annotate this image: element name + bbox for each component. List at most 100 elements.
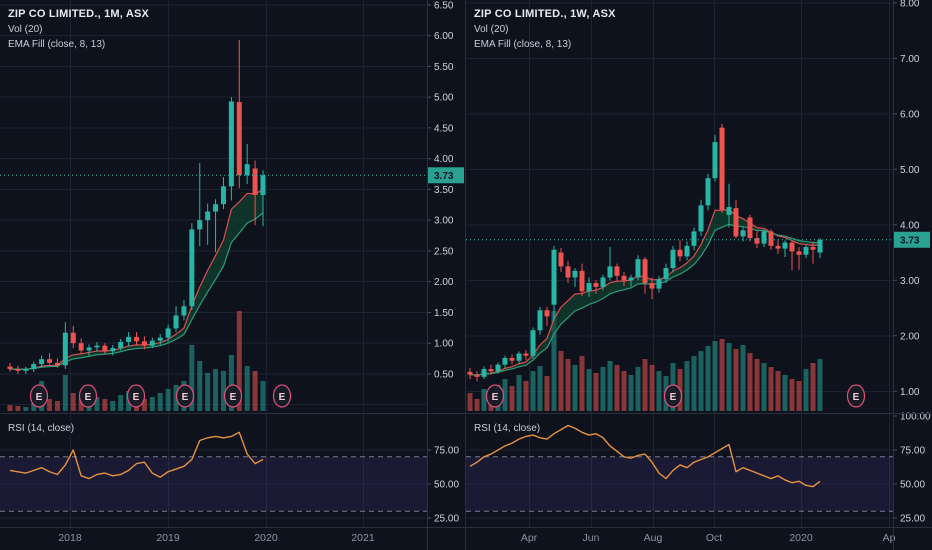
- volume-bar: [149, 397, 155, 411]
- volume-bar: [628, 375, 634, 411]
- earnings-letter: E: [230, 392, 237, 403]
- earnings-marker[interactable]: E: [223, 384, 243, 408]
- candle: [747, 217, 753, 239]
- candle: [47, 359, 53, 363]
- indicator-rsi-monthly[interactable]: RSI (14, close): [8, 423, 75, 434]
- candle: [803, 246, 809, 255]
- rsi-tick-label: 50.00: [434, 480, 459, 491]
- candle: [118, 341, 124, 349]
- volume-bar: [228, 355, 234, 411]
- earnings-circle[interactable]: [223, 384, 243, 408]
- candle: [205, 211, 211, 221]
- rsi-tick-label: 25.00: [900, 514, 925, 525]
- svg-text:3.73: 3.73: [434, 171, 454, 182]
- time-tick-label: 2019: [156, 532, 180, 544]
- volume-bar: [118, 395, 124, 411]
- candle: [102, 345, 108, 352]
- volume-bar: [593, 373, 599, 411]
- price-tick-label: 1.50: [434, 308, 454, 319]
- volume-bar: [260, 381, 266, 411]
- price-tick-label: 8.00: [900, 0, 920, 9]
- volume-bar: [213, 369, 219, 411]
- earnings-circle[interactable]: [175, 384, 195, 408]
- volume-bar: [761, 363, 767, 411]
- indicator-ema-fill-weekly[interactable]: EMA Fill (close, 8, 13): [474, 39, 572, 50]
- candle: [649, 283, 655, 289]
- volume-bar: [70, 393, 76, 411]
- price-axis[interactable]: 6.50 6.00 5.50 5.00 4.50 4.00 3.50 3.00 2.50 2.00…: [427, 0, 459, 525]
- time-axis[interactable]: 2018 2019 2020 2021: [58, 532, 375, 544]
- earnings-circle[interactable]: [272, 384, 292, 408]
- candle: [110, 348, 116, 352]
- price-tick-label: 7.00: [900, 54, 920, 65]
- earnings-marker[interactable]: E: [126, 384, 146, 408]
- earnings-circle[interactable]: [78, 384, 98, 408]
- ema-fill-band: [10, 189, 263, 370]
- earnings-letter: E: [492, 392, 499, 403]
- earnings-circle[interactable]: [846, 384, 866, 408]
- earnings-marker[interactable]: E: [663, 384, 683, 408]
- indicator-volume-monthly[interactable]: Vol (20): [8, 24, 43, 35]
- earnings-circle[interactable]: [126, 384, 146, 408]
- earnings-circle[interactable]: [485, 384, 505, 408]
- candle: [761, 231, 767, 244]
- candle: [236, 102, 242, 176]
- candle: [157, 337, 163, 341]
- price-tick-label: 6.50: [434, 0, 454, 11]
- candle: [796, 251, 802, 255]
- volume-bar: [698, 351, 704, 411]
- symbol-title-monthly[interactable]: ZIP CO LIMITED., 1M, ASX: [8, 8, 150, 20]
- time-tick-label: Jun: [583, 532, 600, 544]
- volume-bar: [47, 399, 53, 411]
- candle: [23, 369, 29, 371]
- candle: [173, 315, 179, 329]
- indicator-ema-fill-monthly[interactable]: EMA Fill (close, 8, 13): [8, 39, 106, 50]
- time-tick-label: 2020: [789, 532, 813, 544]
- candle: [684, 245, 690, 257]
- volume-bar: [691, 356, 697, 411]
- volume-bar: [551, 311, 557, 411]
- svg-text:3.73: 3.73: [900, 235, 920, 246]
- candle: [593, 283, 599, 287]
- rsi-tick-label: 75.00: [900, 446, 925, 457]
- indicator-rsi-weekly[interactable]: RSI (14, close): [474, 423, 541, 434]
- candle: [509, 357, 515, 361]
- price-tick-label: 6.00: [900, 109, 920, 120]
- earnings-marker[interactable]: E: [175, 384, 195, 408]
- time-tick-label: Aug: [644, 532, 663, 544]
- candle: [600, 277, 606, 287]
- volume-bar: [733, 349, 739, 411]
- volume-bar: [537, 366, 543, 411]
- earnings-letter: E: [853, 392, 860, 403]
- candle: [149, 340, 155, 346]
- earnings-marker[interactable]: E: [78, 384, 98, 408]
- volume-bar: [31, 403, 37, 411]
- earnings-marker[interactable]: E: [846, 384, 866, 408]
- candle: [558, 252, 564, 267]
- earnings-marker[interactable]: E: [485, 384, 505, 408]
- candle: [789, 242, 795, 252]
- volume-bar: [502, 379, 508, 411]
- candle: [213, 204, 219, 212]
- price-tick-label: 6.00: [434, 31, 454, 42]
- price-tick-label: 3.00: [434, 216, 454, 227]
- price-tick-label: 4.00: [434, 154, 454, 165]
- candle: [481, 369, 487, 377]
- earnings-letter: E: [85, 392, 92, 403]
- candle: [719, 127, 725, 210]
- earnings-circle[interactable]: [29, 384, 49, 408]
- candle: [488, 369, 494, 372]
- time-axis[interactable]: Apr Jun Aug Oct 2020 Ap: [521, 532, 896, 544]
- candle: [537, 310, 543, 331]
- symbol-title-weekly[interactable]: ZIP CO LIMITED., 1W, ASX: [474, 8, 616, 20]
- earnings-marker[interactable]: E: [272, 384, 292, 408]
- volume-bar: [635, 367, 641, 411]
- earnings-marker[interactable]: E: [29, 384, 49, 408]
- earnings-circle[interactable]: [663, 384, 683, 408]
- volume-bar: [768, 367, 774, 411]
- candle: [530, 330, 536, 356]
- rsi-line: [469, 424, 821, 488]
- indicator-volume-weekly[interactable]: Vol (20): [474, 24, 509, 35]
- price-axis[interactable]: 8.00 7.00 6.00 5.00 4.00 3.00 2.00 1.00 100.00 75…: [893, 0, 931, 525]
